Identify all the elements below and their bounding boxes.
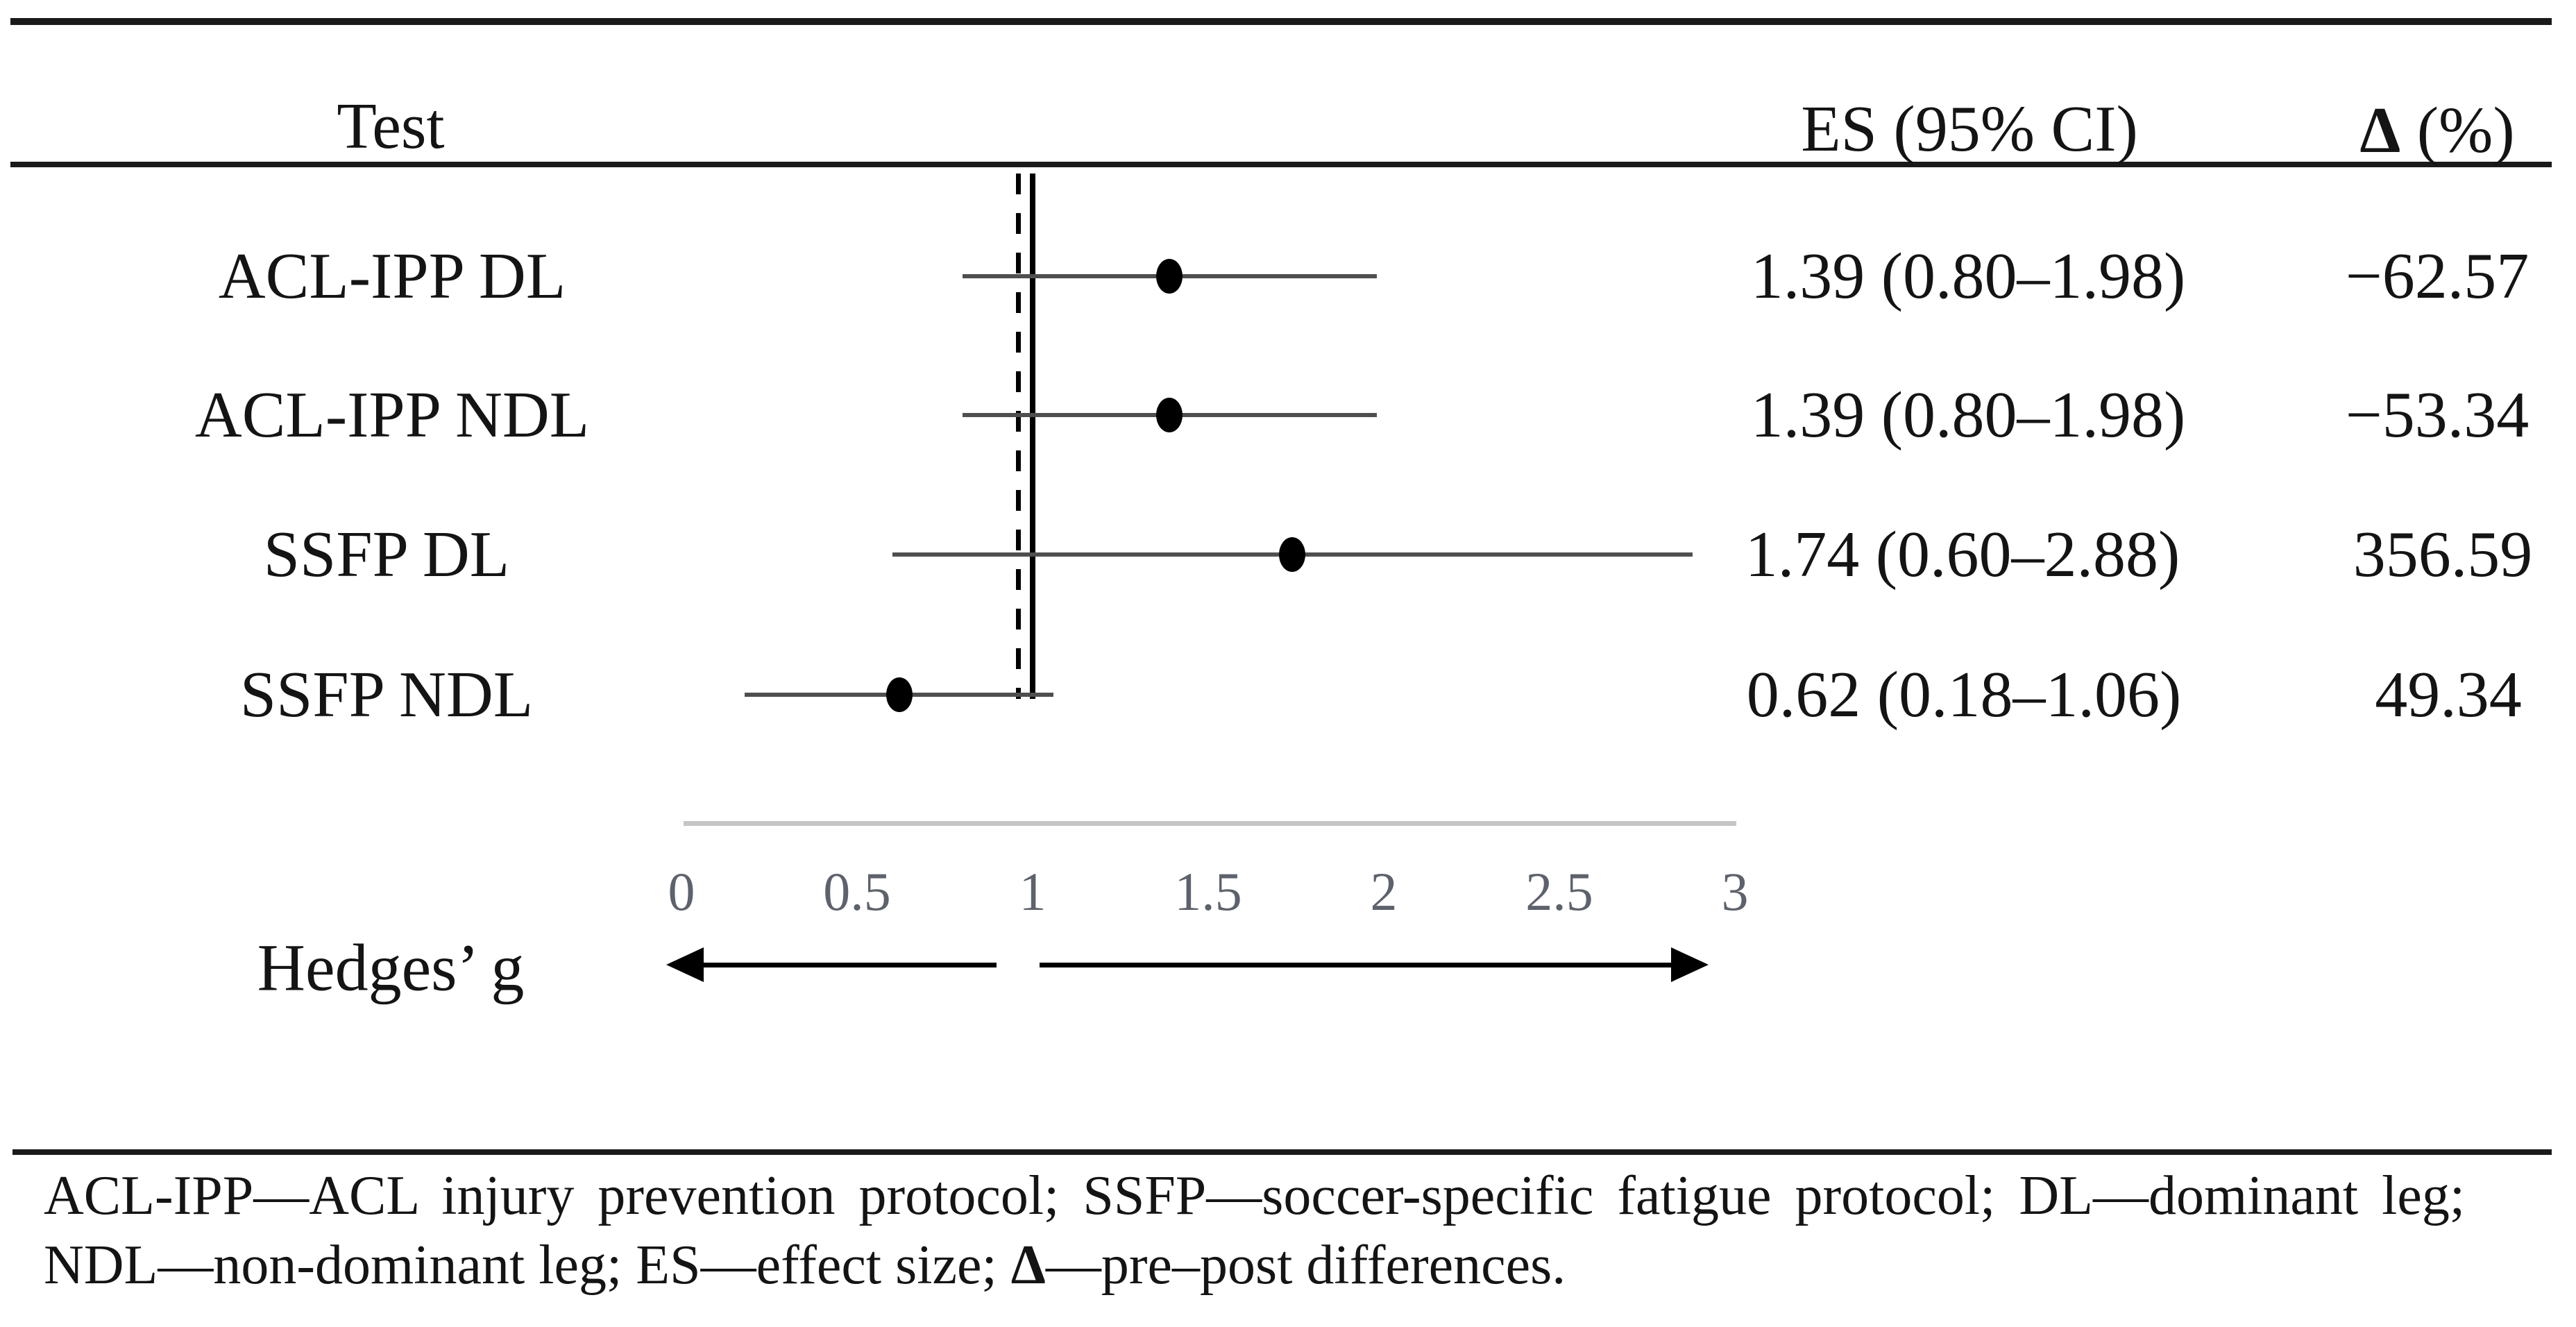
point-estimate xyxy=(1156,259,1183,294)
right-arrow-shaft xyxy=(1040,963,1672,967)
reference-line-dashed xyxy=(1016,174,1022,699)
axis-tick-label: 2 xyxy=(1370,861,1398,922)
top-rule xyxy=(10,18,2552,25)
point-estimate xyxy=(886,677,913,712)
footnote-line-1: ACL-IPP—ACL injury prevention protocol; … xyxy=(44,1165,2466,1226)
delta-value: −62.57 xyxy=(2345,240,2530,312)
es-value: 0.62 (0.18–1.06) xyxy=(1746,659,2182,731)
reference-line-solid xyxy=(1030,174,1035,699)
axis-tick-label: 0 xyxy=(668,861,695,922)
footnote-line-2: NDL—non-dominant leg; ES—effect size; Δ—… xyxy=(44,1234,1566,1297)
axis-tick-label: 1 xyxy=(1019,861,1046,922)
footnote-delta-symbol: Δ xyxy=(1010,1235,1046,1296)
delta-value: 49.34 xyxy=(2375,659,2522,731)
footer-rule xyxy=(12,1149,2552,1155)
header-rule xyxy=(10,162,2552,167)
delta-symbol: Δ xyxy=(2359,94,2401,167)
es-value: 1.74 (0.60–2.88) xyxy=(1745,518,2180,591)
row-label: SSFP DL xyxy=(263,518,510,591)
footnote-line2-text: NDL—non-dominant leg; ES—effect size; xyxy=(44,1235,1011,1296)
delta-unit: (%) xyxy=(2400,94,2515,167)
row-label: SSFP NDL xyxy=(239,659,534,731)
es-value: 1.39 (0.80–1.98) xyxy=(1750,240,2186,312)
axis-tick-label: 2.5 xyxy=(1525,861,1593,922)
x-axis-label: Hedges’ g xyxy=(257,930,525,1005)
axis-tick-label: 3 xyxy=(1721,861,1749,922)
column-header-delta: Δ (%) xyxy=(2359,93,2514,168)
left-arrow-shaft xyxy=(700,963,997,967)
left-arrowhead-icon xyxy=(666,947,704,982)
column-header-es: ES (95% CI) xyxy=(1801,93,2138,165)
axis-tick-label: 1.5 xyxy=(1174,861,1242,922)
delta-value: 356.59 xyxy=(2353,518,2533,591)
column-header-test: Test xyxy=(337,90,445,162)
row-label: ACL-IPP NDL xyxy=(194,379,590,451)
es-value: 1.39 (0.80–1.98) xyxy=(1750,379,2186,451)
delta-value: −53.34 xyxy=(2345,379,2530,451)
row-label: ACL-IPP DL xyxy=(218,240,566,312)
right-arrowhead-icon xyxy=(1671,947,1709,982)
footnote-line2-suffix: —pre–post differences. xyxy=(1045,1235,1566,1296)
point-estimate xyxy=(1156,398,1183,432)
point-estimate xyxy=(1279,537,1306,572)
x-axis-line xyxy=(684,821,1736,826)
axis-tick-label: 0.5 xyxy=(823,861,891,922)
